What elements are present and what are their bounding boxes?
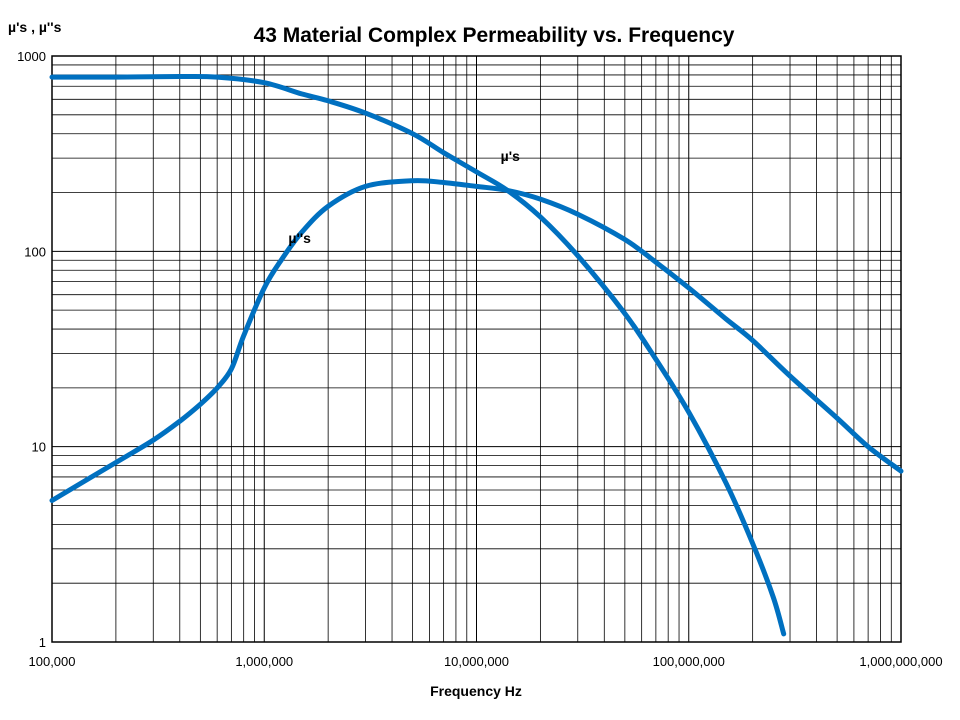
y-tick-label: 100 [24,244,46,259]
x-tick-label: 10,000,000 [444,654,509,669]
x-tick-label: 1,000,000,000 [859,654,942,669]
y-axis-label: µ's , µ''s [8,19,62,35]
x-tick-label: 100,000 [29,654,76,669]
x-tick-labels: 100,000 1,000,000 10,000,000 100,000,000 1,0… [29,654,943,669]
annotations: µ's µ''s [288,148,520,246]
major-gridlines [51,55,902,643]
y-tick-label: 1 [39,635,46,650]
chart-title: 43 Material Complex Permeability vs. Fre… [254,24,735,47]
series-mu-real-line [49,73,787,637]
y-tick-labels: 1 10 100 1000 [17,49,46,650]
series-annotation: µ''s [288,230,311,246]
y-tick-label: 10 [32,440,46,455]
x-tick-label: 1,000,000 [235,654,293,669]
series-mu-imag-line [49,178,904,503]
plot-area-border [51,55,902,643]
series-annotation: µ's [501,148,520,164]
x-axis-label: Frequency Hz [430,683,522,699]
y-tick-label: 1000 [17,49,46,64]
x-tick-label: 100,000,000 [653,654,725,669]
series-layer [49,73,904,637]
